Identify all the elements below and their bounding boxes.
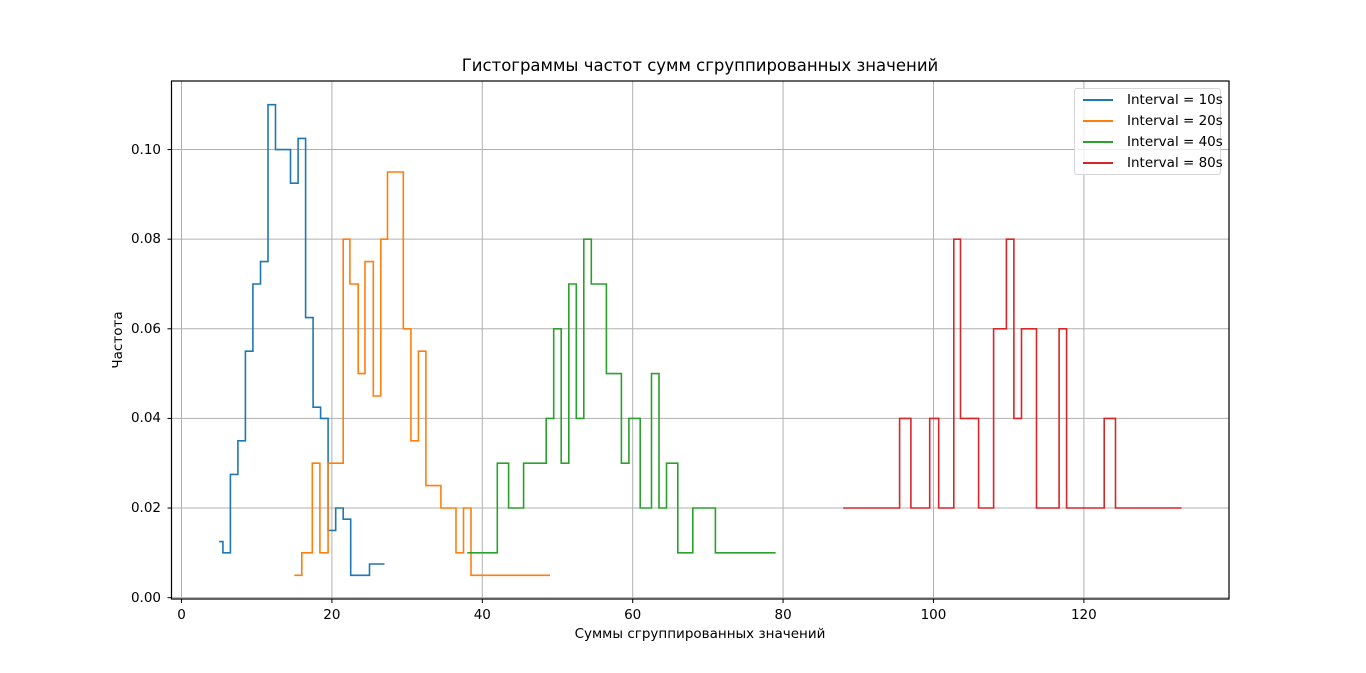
series-line-3 <box>843 238 1182 509</box>
series-line-1 <box>294 171 550 577</box>
legend-item-10s: Interval = 10s <box>1083 90 1223 110</box>
y-tick-label: 0.06 <box>130 320 161 337</box>
legend-item-40s: Interval = 40s <box>1083 132 1223 152</box>
legend: Interval = 10s Interval = 20s Interval =… <box>1074 88 1223 175</box>
legend-label: Interval = 40s <box>1127 134 1223 150</box>
tick-marks <box>167 149 1085 603</box>
legend-label: Interval = 20s <box>1127 113 1223 129</box>
x-tick-label: 20 <box>323 607 341 623</box>
legend-item-80s: Interval = 80s <box>1083 153 1223 173</box>
legend-line-icon <box>1083 141 1113 143</box>
y-tick-label: 0.00 <box>130 589 161 606</box>
x-tick-label: 40 <box>473 607 491 623</box>
x-tick-label: 0 <box>177 607 186 623</box>
legend-label: Interval = 80s <box>1127 155 1223 171</box>
y-tick-label: 0.02 <box>130 500 161 517</box>
legend-item-20s: Interval = 20s <box>1083 111 1223 131</box>
x-axis-label: Суммы сгруппированных значений <box>574 626 826 642</box>
y-tick-label: 0.04 <box>130 410 161 427</box>
x-tick-label: 100 <box>920 607 947 623</box>
x-tick-label: 60 <box>624 607 642 623</box>
grid-lines <box>171 81 1229 599</box>
y-tick-label: 0.08 <box>130 231 161 248</box>
legend-label: Interval = 10s <box>1127 92 1223 108</box>
legend-line-icon <box>1083 120 1113 122</box>
x-tick-label: 80 <box>774 607 792 623</box>
chart-title: Гистограммы частот сумм сгруппированных … <box>461 56 939 75</box>
data-series <box>219 103 1182 577</box>
axes-frame <box>170 80 1230 600</box>
legend-line-icon <box>1083 99 1113 101</box>
series-line-0 <box>219 103 385 577</box>
y-axis-label: Частота <box>110 311 126 369</box>
legend-line-icon <box>1083 162 1113 164</box>
y-tick-label: 0.10 <box>130 141 161 158</box>
series-line-2 <box>467 238 776 554</box>
x-tick-label: 120 <box>1070 607 1097 623</box>
